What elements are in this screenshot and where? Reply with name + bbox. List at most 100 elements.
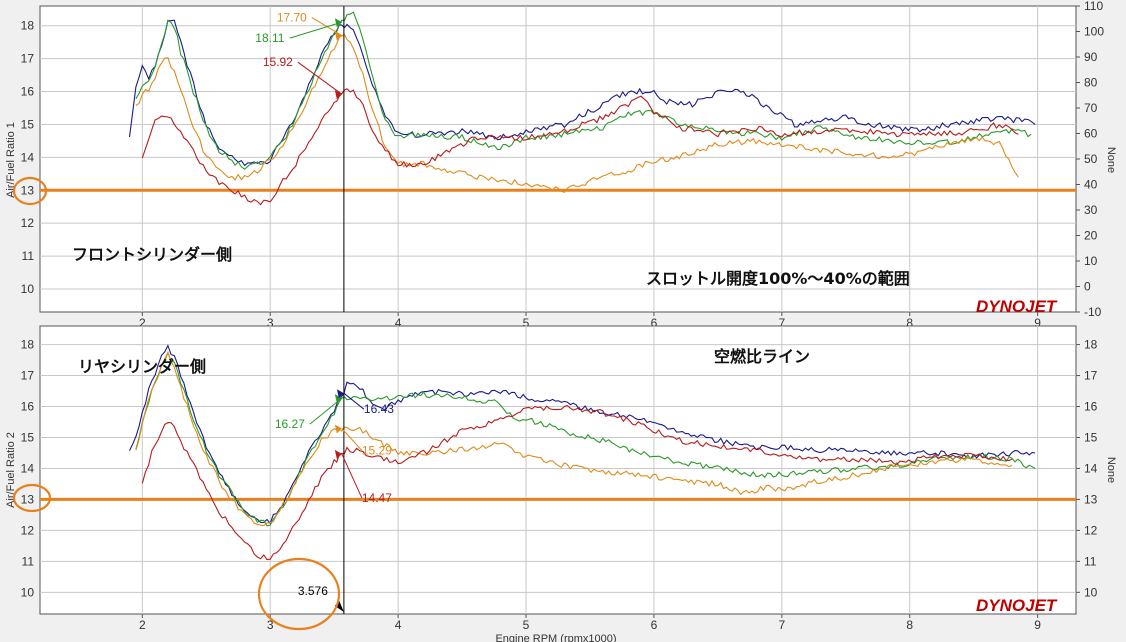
x-tick-label: 4 <box>395 618 402 632</box>
panel-rear-frame <box>39 325 1077 615</box>
y-tick-label: 16 <box>21 85 35 99</box>
marker-label: 18.11 <box>255 31 284 45</box>
panel-front-frame <box>39 5 1077 313</box>
x-tick-label: 3 <box>267 316 274 330</box>
circle-highlight-13-front <box>12 176 48 206</box>
y-tick-label: 18 <box>21 338 35 352</box>
marker-leader <box>341 453 363 499</box>
circle-highlight-13-rear <box>12 483 52 513</box>
panel-rear-ylabel: Air/Fuel Ratio 2 <box>5 432 17 508</box>
marker-leader <box>297 61 343 95</box>
y2-tick-label: 0 <box>1084 280 1091 294</box>
y2-tick-label: 70 <box>1084 101 1098 115</box>
x-tick-label: 8 <box>906 618 913 632</box>
marker-leader <box>341 428 363 451</box>
marker-leader <box>343 392 365 410</box>
panel-rear-ticks: 2 3 4 5 6 7 8 9 10 11 12 13 14 15 16 17 18 10 11 12 13 14 15 16… <box>21 338 1098 632</box>
dynojet-logo-rear: DYNOJET <box>976 596 1058 615</box>
y2-tick-label: 16 <box>1084 400 1098 414</box>
y-tick-label: 14 <box>21 150 35 164</box>
marker-leader <box>309 397 343 425</box>
y2-tick-label: 30 <box>1084 203 1098 217</box>
marker-label: 15.29 <box>362 444 392 458</box>
annotation-afr-line: 空燃比ライン <box>714 347 810 366</box>
y2-tick-label: 14 <box>1084 461 1098 475</box>
y2-tick-label: 60 <box>1084 127 1098 141</box>
y-tick-label: 12 <box>21 216 35 230</box>
y2-tick-label: 20 <box>1084 229 1098 243</box>
x-tick-label: 6 <box>651 618 658 632</box>
y-tick-label: 10 <box>21 282 35 296</box>
annotation-front-cylinder: フロントシリンダー側 <box>72 245 232 264</box>
marker-label: 15.92 <box>263 55 293 69</box>
y2-tick-label: 90 <box>1084 50 1098 64</box>
marker-arrow <box>334 394 342 404</box>
annotation-rear-cylinder: リヤシリンダー側 <box>78 357 206 376</box>
panel-front-series: 17.70 15.92 18.11 <box>40 6 1076 312</box>
y-tick-label: 11 <box>22 249 35 263</box>
y-tick-label: 12 <box>21 523 35 537</box>
panel-rear: 16.27 16.43 15.29 14.47 3.576 2 3 4 5 6 7 8 9 10 11 12… <box>5 325 1117 642</box>
y-tick-label: 11 <box>22 554 35 568</box>
y-tick-label: 13 <box>21 492 35 506</box>
y2-tick-label: 50 <box>1084 152 1098 166</box>
series-line-1 <box>135 351 1036 527</box>
x-axis-label: Engine RPM (rpmx1000) <box>495 633 616 642</box>
series-line-0 <box>129 344 1036 525</box>
marker-label: 16.27 <box>275 417 305 431</box>
series-line-1 <box>135 11 1032 170</box>
y2-tick-label: 100 <box>1084 25 1104 39</box>
y-tick-label: 17 <box>21 369 35 383</box>
marker-label: 16.43 <box>364 402 394 416</box>
y2-tick-label: 40 <box>1084 178 1098 192</box>
y2-tick-label: 18 <box>1084 338 1098 352</box>
y2-tick-label: 17 <box>1084 369 1098 383</box>
y-tick-label: 14 <box>21 461 35 475</box>
y-tick-label: 18 <box>21 19 35 33</box>
x-tick-label: 2 <box>139 316 146 330</box>
panel-rear-series: 16.27 16.43 15.29 14.47 3.576 <box>40 326 1076 614</box>
panel-front-y2label: None <box>1105 147 1117 173</box>
marker-label: 17.70 <box>277 11 307 25</box>
y2-tick-label: 11 <box>1084 554 1097 568</box>
panel-front-ylabel: Air/Fuel Ratio 1 <box>5 122 17 198</box>
series-line-3 <box>141 88 1019 206</box>
panel-rear-y2label: None <box>1105 457 1117 483</box>
y2-tick-label: -10 <box>1084 305 1102 319</box>
y2-tick-label: 80 <box>1084 76 1098 90</box>
dynojet-logo-front: DYNOJET <box>976 297 1058 316</box>
marker-arrow <box>334 90 342 100</box>
marker-label: 14.47 <box>362 491 392 505</box>
x-tick-label: 7 <box>778 618 785 632</box>
y2-tick-label: 10 <box>1084 585 1098 599</box>
marker-arrow <box>334 18 342 28</box>
annotation-throttle-range: スロットル開度100%～40%の範囲 <box>646 269 910 288</box>
y2-tick-label: 15 <box>1084 430 1098 444</box>
marker-arrow <box>334 424 342 434</box>
series-line-3 <box>141 404 1013 561</box>
x-tick-label: 8 <box>906 316 913 330</box>
cursor-rpm-label: 3.576 <box>298 584 328 598</box>
marker-leader <box>289 21 342 39</box>
marker-arrow <box>334 31 342 41</box>
x-tick-label: 3 <box>267 618 274 632</box>
y2-tick-label: 12 <box>1084 523 1098 537</box>
x-tick-label: 5 <box>523 316 530 330</box>
y2-tick-label: 13 <box>1084 492 1098 506</box>
panel-front: 17.70 15.92 18.11 2 3 4 5 6 7 8 9 10 11 12 13 14 15 16 17… <box>5 0 1117 330</box>
series-line-2 <box>135 350 1013 527</box>
x-tick-label: 5 <box>523 618 530 632</box>
y2-tick-label: 110 <box>1084 0 1103 13</box>
y-tick-label: 15 <box>21 117 35 131</box>
series-line-0 <box>128 19 1036 167</box>
y-tick-label: 15 <box>21 430 35 444</box>
marker-arrow <box>336 389 344 399</box>
y-tick-label: 10 <box>21 585 35 599</box>
marker-arrow <box>334 449 342 459</box>
x-tick-label: 6 <box>651 316 658 330</box>
y-tick-label: 13 <box>21 183 35 197</box>
x-tick-label: 4 <box>395 316 402 330</box>
y2-tick-label: 10 <box>1084 254 1098 268</box>
